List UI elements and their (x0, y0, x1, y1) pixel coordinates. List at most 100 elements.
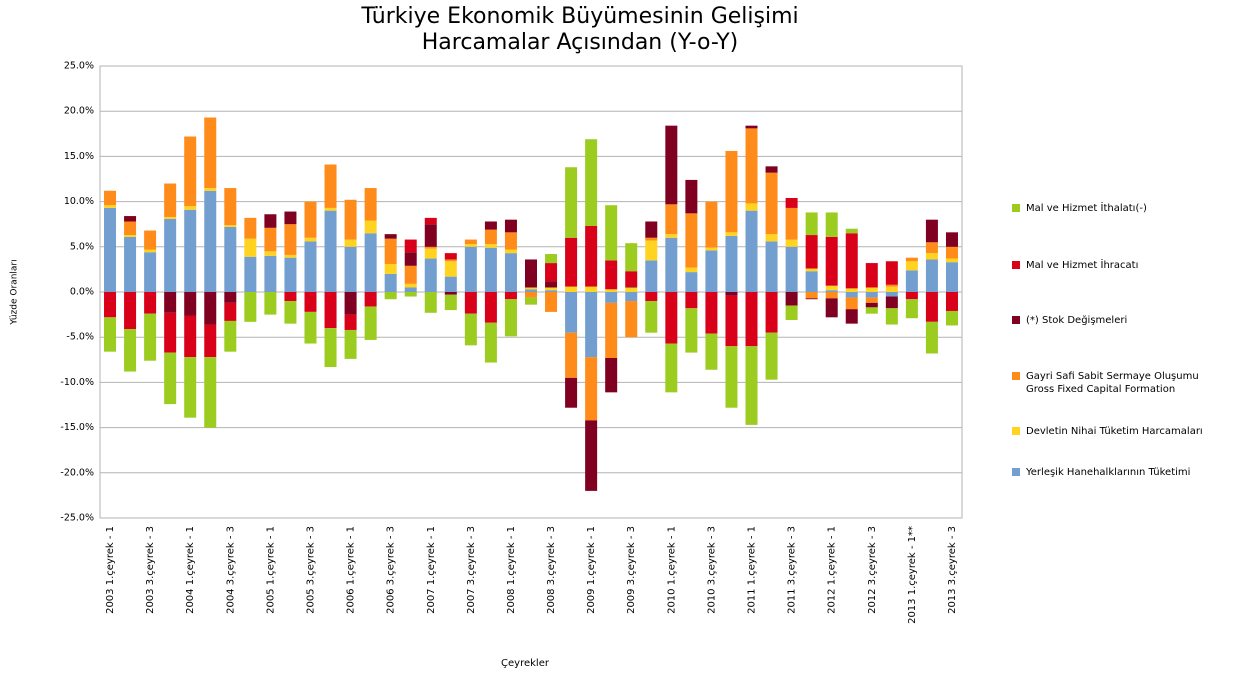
x-tick-label: 2008 1.çeyrek - 1 (506, 526, 517, 614)
y-tick-label: 15.0% (64, 151, 94, 162)
bar-segment (845, 297, 858, 310)
bar-segment (424, 292, 437, 313)
bar-segment (585, 286, 598, 292)
bar-segment (344, 329, 357, 359)
bar-segment (885, 286, 898, 292)
bar-segment (104, 292, 117, 318)
bar-segment (504, 232, 517, 250)
bar-segment (384, 263, 397, 274)
bar-segment (605, 292, 618, 303)
bar-segment (905, 270, 918, 292)
bar-segment (284, 257, 297, 292)
y-tick-label: -10.0% (60, 377, 94, 388)
x-tick-label: 2007 1.çeyrek - 1 (426, 526, 437, 614)
bar-segment (504, 219, 517, 233)
bar-segment (104, 317, 117, 352)
y-tick-label: 5.0% (70, 241, 94, 252)
bar-segment (184, 292, 197, 316)
bar-segment (725, 346, 738, 408)
bar-segment (364, 292, 377, 307)
bar-segment (865, 307, 878, 314)
bar-segment (304, 237, 317, 242)
bar-segment (705, 247, 718, 251)
legend-swatch (1012, 316, 1020, 324)
bar-segment (725, 235, 738, 292)
bar-segment (444, 292, 457, 295)
bar-segment (224, 292, 237, 303)
y-tick-label: 10.0% (64, 196, 94, 207)
bar-segment (344, 199, 357, 240)
bar-segment (725, 150, 738, 233)
x-tick-label: 2011 3.çeyrek - 3 (787, 526, 798, 614)
bar-segment (945, 232, 958, 247)
bar-segment (144, 230, 157, 250)
bar-segment (825, 292, 838, 299)
bar-segment (104, 190, 117, 206)
bar-segment (264, 292, 277, 315)
bar-segment (845, 288, 858, 292)
bar-segment (464, 292, 477, 314)
bar-segment (104, 205, 117, 208)
bar-segment (384, 273, 397, 292)
chart-title: Türkiye Ekonomik Büyümesinin Gelişimi Ha… (361, 4, 799, 55)
bar-segment (925, 259, 938, 292)
bar-segment (805, 292, 818, 299)
bar-segment (444, 294, 457, 311)
x-tick-label: 2009 3.çeyrek - 3 (626, 526, 637, 614)
bar-segment (765, 241, 778, 292)
x-tick-label: 2006 3.çeyrek - 3 (386, 526, 397, 614)
bar-segment (785, 246, 798, 292)
bar-segment (184, 209, 197, 292)
bar-segment (705, 292, 718, 334)
bar-segment (605, 260, 618, 290)
bar-segment (525, 292, 537, 298)
bar-segment (665, 292, 678, 344)
bar-segment (484, 221, 497, 230)
bar-segment (885, 308, 898, 325)
bar-segment (845, 228, 858, 234)
bar-segment (745, 125, 758, 129)
bar-segment (625, 286, 638, 288)
bar-segment (825, 212, 838, 237)
bar-segment (845, 309, 858, 324)
bar-segment (304, 201, 317, 238)
bar-segment (324, 207, 337, 211)
bar-segment (264, 227, 277, 252)
bar-segment (605, 302, 618, 358)
bar-segment (164, 312, 177, 353)
x-tick-label: 2008 3.çeyrek - 3 (546, 526, 557, 614)
legend-item: Devletin Nihai Tüketim Harcamaları (1012, 425, 1203, 438)
bar-segment (905, 292, 918, 300)
legend-label: Yerleşik Hanehalklarının Tüketimi (1026, 467, 1191, 478)
bar-segment (565, 377, 578, 408)
bar-segment (585, 420, 598, 491)
bar-segment (244, 238, 257, 257)
bar-segment (825, 236, 838, 286)
bar-segment (765, 172, 778, 235)
x-tick-label: 2011 1.çeyrek - 1 (747, 526, 758, 614)
bar-segment (545, 263, 558, 282)
bar-segment (164, 216, 177, 219)
bar-segment (945, 310, 958, 326)
bar-segment (244, 292, 257, 322)
bar-segment (745, 210, 758, 292)
bar-segment (765, 332, 778, 380)
bar-segment (364, 188, 377, 221)
bar-segment (184, 136, 197, 207)
legend-label: Devletin Nihai Tüketim Harcamaları (1026, 426, 1203, 437)
bar-segment (565, 292, 578, 333)
bar-segment (104, 207, 117, 292)
y-tick-label: 0.0% (70, 287, 94, 298)
y-axis-label: Yüzde Oranları (10, 259, 20, 325)
bar-segment (685, 292, 698, 309)
bar-segment (525, 259, 537, 288)
bar-segment (124, 329, 137, 372)
bar-segment (605, 205, 618, 261)
bar-segment (224, 320, 237, 352)
bar-segment (645, 301, 658, 333)
bar-segment (424, 224, 437, 247)
bar-segment (825, 298, 838, 318)
bar-segment (444, 259, 457, 262)
bar-segment (785, 207, 798, 240)
